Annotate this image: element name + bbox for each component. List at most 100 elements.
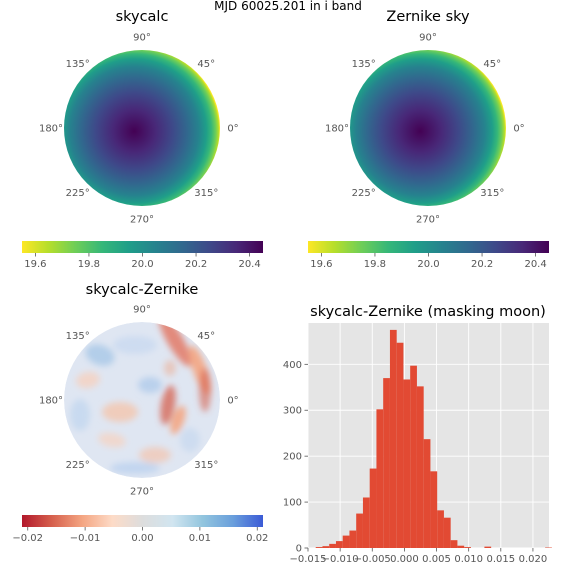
- histogram-bar: [423, 439, 431, 548]
- histogram-bars: [315, 329, 552, 548]
- colorbar-tick-label: 20.2: [471, 259, 493, 270]
- histogram-bar: [376, 409, 384, 548]
- colorbar-tick-label: 20.4: [524, 259, 546, 270]
- x-axis-ticks: −0.015−0.010−0.005 0.000 0.005 0.010 0.015 0.…: [289, 548, 547, 565]
- histogram-bar: [457, 545, 465, 548]
- residual-blob: [138, 377, 162, 393]
- y-tick-label: 200: [283, 452, 302, 463]
- panel-title: skycalc: [116, 9, 169, 25]
- histogram-bar: [383, 378, 390, 548]
- colorbar-tick-label: 20.0: [131, 259, 153, 270]
- polar-angle-label: 270°: [130, 215, 154, 226]
- x-tick-label: −0.005: [354, 554, 391, 565]
- colorbar-ticks: −0.02 −0.01 0.00 0.01 0.02: [12, 527, 268, 544]
- x-tick-label: 0.005: [422, 554, 451, 565]
- x-tick-label: 0.020: [519, 554, 548, 565]
- colorbar-tick-label: 20.0: [417, 259, 439, 270]
- residual-blob: [102, 402, 138, 422]
- colorbar-tick-label: 0.00: [131, 533, 153, 544]
- y-tick-label: 0: [296, 544, 302, 555]
- polar-angle-labels: 90° 45° 0° 315° 270° 225° 180° 135°: [325, 33, 525, 226]
- residual-blob: [70, 399, 90, 431]
- histogram-bar: [322, 546, 330, 548]
- sky-map-disc: [64, 50, 220, 206]
- polar-angle-labels: 90° 45° 0° 315° 270° 225° 180° 135°: [39, 305, 239, 498]
- x-tick-label: 0.000: [390, 554, 419, 565]
- histogram-bar: [389, 329, 397, 548]
- colorbar-tick-label: 20.2: [185, 259, 207, 270]
- histogram-bar: [430, 471, 438, 548]
- histogram-bar: [437, 510, 444, 548]
- polar-angle-label: 135°: [66, 59, 90, 70]
- polar-angle-label: 45°: [197, 59, 215, 70]
- polar-angle-label: 135°: [66, 331, 90, 342]
- colorbar-tick-label: −0.02: [12, 533, 43, 544]
- x-tick-label: 0.015: [486, 554, 515, 565]
- residual-blob: [160, 385, 176, 425]
- polar-angle-label: 315°: [194, 188, 218, 199]
- polar-angle-label: 180°: [39, 124, 63, 135]
- residual-blob: [199, 368, 211, 412]
- polar-angle-label: 315°: [480, 188, 504, 199]
- polar-angle-label: 90°: [133, 33, 151, 44]
- histogram-bar: [403, 379, 411, 548]
- histogram-bar: [443, 517, 451, 548]
- polar-angle-label: 90°: [133, 305, 151, 316]
- polar-angle-label: 135°: [352, 59, 376, 70]
- y-axis-ticks: 0 100 200 300 400: [283, 360, 308, 555]
- y-tick-label: 300: [283, 406, 302, 417]
- histogram-bar: [356, 513, 363, 548]
- histogram-bar: [369, 468, 377, 548]
- colorbar-ticks: 19.6 19.8 20.0 20.2 20.4: [24, 253, 261, 270]
- histogram-bar: [396, 342, 404, 548]
- residual-blob: [158, 322, 192, 367]
- polar-angle-label: 45°: [197, 331, 215, 342]
- residual-blob: [76, 371, 100, 389]
- histogram-bar: [416, 386, 424, 548]
- colorbar: [308, 241, 549, 253]
- polar-angle-label: 225°: [352, 188, 376, 199]
- polar-angle-label: 225°: [66, 188, 90, 199]
- residual-blob: [180, 428, 200, 452]
- polar-angle-label: 0°: [227, 396, 238, 407]
- residual-blob: [110, 462, 160, 474]
- polar-angle-label: 0°: [227, 124, 238, 135]
- polar-angle-label: 0°: [513, 124, 524, 135]
- colorbar-tick-label: 19.8: [78, 259, 100, 270]
- figure-suptitle: MJD 60025.201 in i band: [214, 0, 362, 13]
- colorbar-tick-label: 19.6: [24, 259, 46, 270]
- colorbar-tick-label: 19.8: [364, 259, 386, 270]
- colorbar-tick-label: 0.01: [189, 533, 211, 544]
- colorbar: [22, 241, 263, 253]
- polar-angle-label: 90°: [419, 33, 437, 44]
- histogram-bar: [464, 547, 471, 548]
- polar-angle-label: 315°: [194, 460, 218, 471]
- colorbar-tick-label: 20.4: [238, 259, 260, 270]
- panel-title: skycalc-Zernike: [86, 282, 199, 298]
- residual-blob: [113, 336, 157, 354]
- colorbar-tick-label: −0.01: [70, 533, 101, 544]
- panel-skycalc: skycalc 90° 45° 0° 315° 270° 225° 180° 135° 19.…: [22, 9, 263, 270]
- histogram-bar: [335, 541, 343, 548]
- residual-structure: [70, 322, 212, 474]
- histogram-bar: [342, 535, 350, 548]
- residual-blob: [85, 344, 115, 366]
- histogram-bar: [450, 540, 458, 548]
- y-tick-label: 400: [283, 360, 302, 371]
- histogram-bar: [362, 497, 370, 548]
- histogram-bar: [410, 365, 417, 548]
- y-tick-label: 100: [283, 498, 302, 509]
- sky-map-disc: [350, 50, 506, 206]
- histogram-bar: [349, 530, 357, 548]
- panel-histogram: skycalc-Zernike (masking moon) −0.015−0.…: [283, 304, 552, 565]
- panel-title: Zernike sky: [386, 9, 470, 25]
- colorbar-tick-label: 0.02: [246, 533, 268, 544]
- polar-angle-labels: 90° 45° 0° 315° 270° 225° 180° 135°: [39, 33, 239, 226]
- colorbar-ticks: 19.6 19.8 20.0 20.2 20.4: [310, 253, 547, 270]
- x-tick-label: −0.015: [289, 554, 326, 565]
- colorbar-tick-label: 19.6: [310, 259, 332, 270]
- residual-blob: [98, 432, 126, 448]
- x-tick-label: −0.010: [322, 554, 359, 565]
- residual-blob: [164, 360, 176, 376]
